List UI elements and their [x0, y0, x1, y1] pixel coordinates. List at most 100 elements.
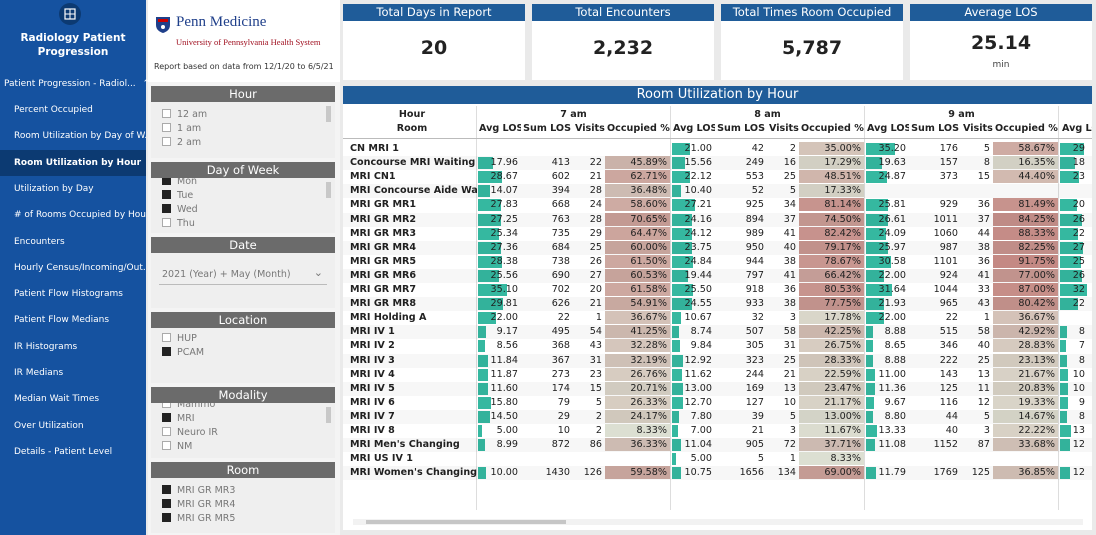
cell: 2 — [789, 143, 796, 154]
nav-item[interactable]: Encounters — [14, 236, 65, 247]
cell: 27.83 — [490, 199, 518, 211]
nav-item[interactable]: Patient Flow Histograms — [14, 289, 123, 300]
kpi-card: Total Times Room Occupied 5,787 — [721, 4, 903, 80]
empty-cell — [865, 184, 909, 197]
cell: 41 — [977, 269, 990, 281]
nav-item[interactable]: Details - Patient Level — [14, 446, 113, 457]
nav-item[interactable]: Over Utilization — [14, 420, 84, 431]
cell: 10 — [783, 396, 796, 408]
nav-item[interactable]: Room Utilization by Day of W... — [14, 131, 146, 142]
nav-item[interactable]: IR Medians — [14, 368, 64, 378]
item-label: MRI GR MR5 — [177, 513, 236, 524]
cell: 8.65 — [884, 340, 906, 352]
h-scroll-thumb[interactable] — [366, 520, 566, 524]
slicer-item[interactable]: 2 am — [162, 136, 201, 150]
data-bar — [866, 382, 876, 395]
data-bar — [672, 396, 683, 409]
cell: 72 — [783, 439, 796, 451]
cell: 17.78% — [824, 312, 861, 324]
slicer-item[interactable]: Mon — [162, 178, 197, 189]
cell: 27.25 — [490, 213, 518, 225]
nav-item[interactable]: # of Rooms Occupied by Hour... — [14, 210, 146, 221]
slicer-item[interactable]: 1 am — [162, 122, 201, 136]
heat-cell — [799, 254, 864, 268]
item-label: Mammo — [177, 403, 216, 410]
slicer-item[interactable]: MRI GR MR3 — [162, 484, 235, 498]
heat-cell — [605, 367, 670, 381]
empty-cell — [573, 142, 605, 155]
empty-cell — [961, 184, 993, 197]
cell: 24.87 — [878, 171, 906, 183]
slicer-item[interactable]: Mammo — [162, 403, 215, 412]
data-bar — [1060, 410, 1067, 423]
data-bar — [866, 312, 885, 325]
slicer-item[interactable]: Tue — [162, 189, 193, 203]
nav-item[interactable]: Utilization by Day — [14, 183, 94, 194]
data-bar — [866, 269, 885, 282]
cell: 944 — [745, 255, 764, 267]
slicer-item[interactable]: Wed — [162, 203, 198, 217]
cell: 127 — [745, 396, 764, 408]
checkbox — [162, 427, 171, 436]
column-header: Visits — [769, 123, 799, 134]
dropdown[interactable]: 2021 (Year) + May (Month) ⌄ — [159, 265, 327, 285]
cell: 45.89% — [630, 157, 667, 169]
data-bar — [1060, 255, 1081, 268]
data-bar — [478, 312, 497, 325]
section-header[interactable]: Patient Progression - Radiol... ⌃ — [4, 79, 150, 89]
cell: 19.33% — [1018, 396, 1055, 408]
cell: 29.81 — [490, 298, 518, 310]
cell: 28.33% — [824, 354, 861, 366]
cell: 15 — [977, 171, 990, 183]
slicer-item[interactable]: MRI GR MR4 — [162, 498, 235, 512]
nav-item[interactable]: Percent Occupied — [14, 105, 93, 115]
data-bar — [478, 410, 491, 423]
heat-cell — [799, 395, 864, 409]
cell: 21.93 — [878, 298, 906, 310]
slicer-item[interactable]: 12 am — [162, 108, 207, 122]
data-bar — [672, 439, 682, 452]
nav-item[interactable]: Room Utilization by Hour — [0, 149, 146, 176]
slicer-item[interactable]: HUP — [162, 332, 197, 346]
kpi-card: Total Days in Report 20 — [343, 4, 525, 80]
cell: 61.50% — [630, 255, 667, 267]
slicer-item[interactable]: Thu — [162, 217, 195, 231]
data-bar — [478, 467, 487, 480]
slicer-item[interactable]: MRI — [162, 412, 195, 426]
slicer-item[interactable]: MRI GR MR5 — [162, 512, 235, 526]
empty-cell — [605, 142, 670, 155]
slicer-item[interactable]: PCAM — [162, 346, 204, 360]
cell: 11.62 — [684, 368, 712, 380]
cell: 1430 — [545, 467, 570, 479]
cell: 5 — [789, 185, 796, 197]
nav-item[interactable]: Hourly Census/Incoming/Out... — [14, 262, 146, 273]
cell: 27 — [589, 269, 602, 281]
heat-cell — [799, 452, 864, 466]
data-bar — [1060, 396, 1068, 409]
room-name: MRI Women's Changing — [350, 467, 477, 479]
cell: 38 — [783, 255, 796, 267]
slicer-item[interactable]: Neuro IR — [162, 426, 218, 440]
cell: 36.85% — [1018, 467, 1055, 479]
heat-cell — [605, 297, 670, 311]
cell: 925 — [745, 199, 764, 211]
data-bar — [866, 340, 874, 353]
h-scrollbar[interactable] — [353, 519, 1083, 525]
data-bar — [672, 241, 692, 254]
cell: 5 — [983, 410, 990, 422]
data-bar — [1060, 439, 1070, 452]
cell: 42.25% — [824, 326, 861, 338]
nav-item[interactable]: Patient Flow Medians — [14, 315, 110, 326]
cell: 91.75% — [1018, 255, 1055, 267]
data-bar — [672, 340, 681, 353]
data-bar — [672, 368, 682, 381]
cell: 8.74 — [690, 326, 712, 338]
data-bar — [478, 199, 502, 212]
nav-item[interactable]: Median Wait Times — [14, 394, 100, 405]
nav-item[interactable]: IR Histograms — [14, 341, 78, 352]
slicer-item[interactable]: NM — [162, 440, 192, 454]
cell: 323 — [745, 354, 764, 366]
room-name: MRI Holding A — [350, 312, 427, 324]
room-name: MRI US IV 1 — [350, 453, 413, 465]
cell: 32 — [751, 312, 764, 324]
